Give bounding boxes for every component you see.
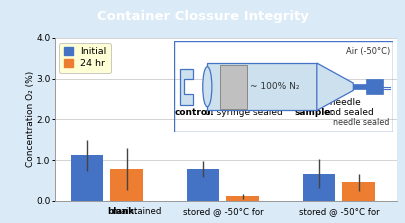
Bar [187,169,220,201]
Text: maintained: maintained [107,207,161,216]
Text: stored @ -50°C for: stored @ -50°C for [183,207,263,216]
Text: Container Clossure Integrity: Container Clossure Integrity [96,10,309,23]
Bar [226,196,259,201]
Text: stored @ -50°C for: stored @ -50°C for [298,207,379,216]
Bar [303,174,335,201]
Bar [71,155,103,201]
Bar [342,182,375,201]
Text: blank:: blank: [107,207,137,216]
Text: both ends
of syringe sealed: both ends of syringe sealed [205,98,283,117]
Legend: Initial, 24 hr: Initial, 24 hr [60,43,111,73]
Text: sample:: sample: [295,108,335,117]
Bar [110,169,143,201]
Text: control:: control: [174,108,214,117]
Y-axis label: Concentration O₂ (%): Concentration O₂ (%) [26,71,35,167]
Text: needle
end sealed: needle end sealed [324,98,373,117]
